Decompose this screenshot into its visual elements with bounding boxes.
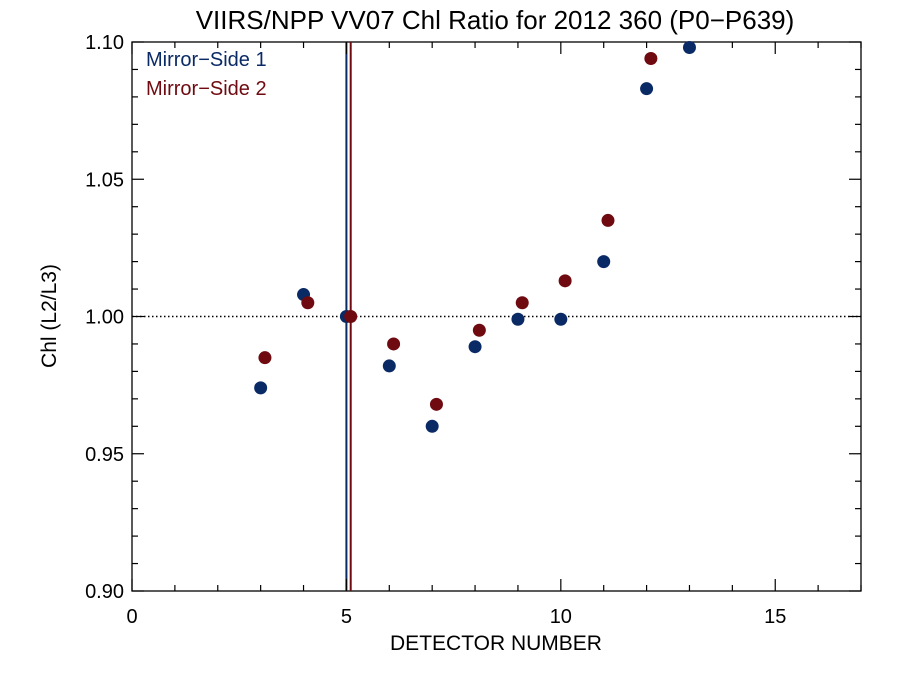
data-point-series-1 <box>682 40 696 54</box>
data-point-series-2 <box>558 274 572 288</box>
y-tick-label: 0.95 <box>85 444 124 466</box>
x-tick-label: 10 <box>550 606 572 628</box>
data-point-series-1 <box>511 312 525 326</box>
y-axis-label: Chl (L2/L3) <box>38 264 61 368</box>
chart-title: VIIRS/NPP VV07 Chl Ratio for 2012 360 (P… <box>196 5 795 35</box>
axis-ticks: 0 5 10 15 0.90 0.95 1.00 1.05 1.10 <box>85 32 862 628</box>
data-point-series-2 <box>301 296 315 310</box>
y-tick-label: 1.00 <box>85 307 124 329</box>
data-point-series-2 <box>344 310 358 323</box>
data-points <box>254 40 696 433</box>
reference-lines <box>132 42 861 591</box>
data-point-series-2 <box>515 296 529 310</box>
plot-area: 0 5 10 15 0.90 0.95 1.00 1.05 1.10 <box>85 32 862 628</box>
x-tick-label: 15 <box>764 606 786 628</box>
data-point-series-2 <box>387 337 401 351</box>
data-point-series-2 <box>601 213 615 227</box>
data-point-series-2 <box>258 351 272 365</box>
data-point-series-2 <box>472 323 486 337</box>
x-tick-label: 5 <box>341 606 352 628</box>
data-point-series-1 <box>425 419 439 433</box>
data-point-series-1 <box>468 340 482 354</box>
data-point-series-1 <box>640 82 654 96</box>
y-tick-label: 1.10 <box>85 32 124 54</box>
data-point-series-1 <box>554 312 568 326</box>
legend: Mirror−Side 1 Mirror−Side 2 <box>146 49 267 100</box>
data-point-series-2 <box>644 51 658 65</box>
data-point-series-2 <box>429 397 443 411</box>
y-tick-label: 0.90 <box>85 581 124 603</box>
legend-entry-mirror-side-2: Mirror−Side 2 <box>146 78 267 100</box>
data-point-series-1 <box>382 359 396 373</box>
x-axis-label: DETECTOR NUMBER <box>390 632 602 655</box>
y-tick-label: 1.05 <box>85 169 124 191</box>
legend-entry-mirror-side-1: Mirror−Side 1 <box>146 49 267 71</box>
x-tick-label: 0 <box>126 606 137 628</box>
data-point-series-1 <box>254 381 268 395</box>
data-point-series-1 <box>597 255 611 269</box>
